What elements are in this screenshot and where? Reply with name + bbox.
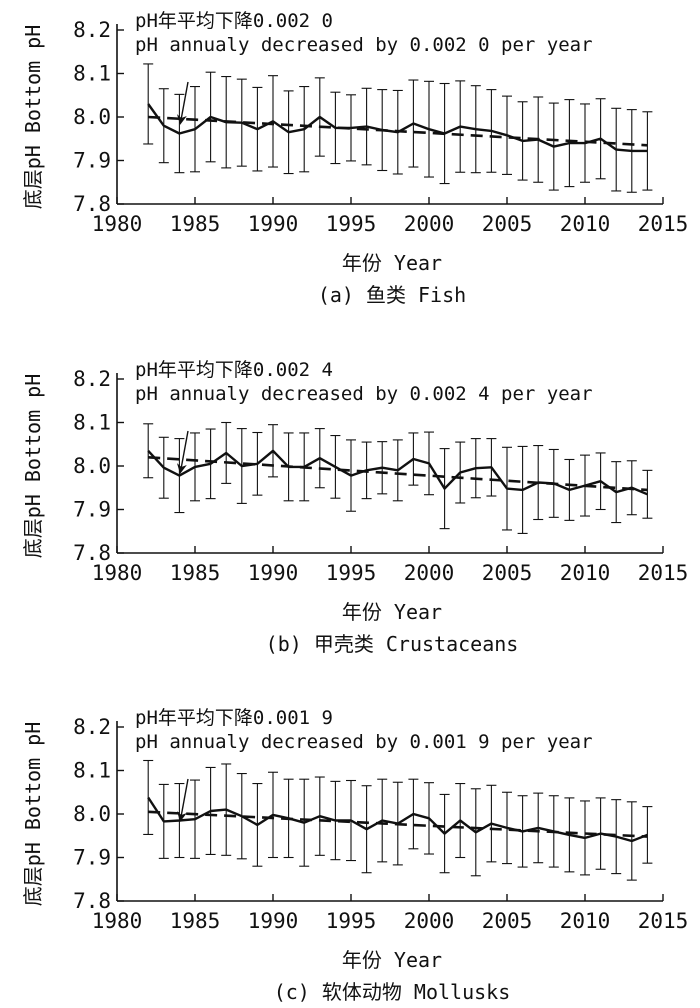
x-tick-label: 1995 <box>326 212 377 236</box>
y-tick-label: 7.8 <box>73 541 111 565</box>
x-tick-label: 1990 <box>248 212 299 236</box>
annotation-text-cn: pH年平均下降0.001 9 <box>135 707 333 729</box>
x-tick-label: 1995 <box>326 909 377 933</box>
panel-caption: (b) 甲壳类 Crustaceans <box>266 632 519 656</box>
y-tick-label: 7.9 <box>73 149 111 173</box>
y-tick-label: 8.0 <box>73 802 111 826</box>
x-axis-title: 年份 Year <box>342 600 442 624</box>
x-tick-label: 1985 <box>170 909 221 933</box>
annotation-arrow <box>176 430 189 474</box>
y-tick-label: 8.0 <box>73 105 111 129</box>
x-tick-label: 1995 <box>326 561 377 585</box>
x-tick-label: 2015 <box>638 212 689 236</box>
x-tick-label: 1990 <box>248 909 299 933</box>
x-tick-label: 2005 <box>482 909 533 933</box>
x-tick-label: 1980 <box>92 212 143 236</box>
panel-caption: (c) 软体动物 Mollusks <box>274 980 511 1004</box>
annotation-text-en: pH annualy decreased by 0.002 0 per year <box>135 34 593 56</box>
annotation-arrow <box>176 81 189 125</box>
x-tick-label: 2015 <box>638 561 689 585</box>
y-tick-label: 8.1 <box>73 62 111 86</box>
y-tick-label: 7.9 <box>73 846 111 870</box>
y-tick-label: 8.2 <box>73 715 111 739</box>
x-tick-label: 2000 <box>404 561 455 585</box>
y-tick-label: 7.9 <box>73 498 111 522</box>
x-tick-label: 1985 <box>170 561 221 585</box>
x-tick-label: 2005 <box>482 212 533 236</box>
y-axis-title: 底层pH Bottom pH <box>21 722 45 907</box>
x-axis-title: 年份 Year <box>342 948 442 972</box>
panel-caption: (a) 鱼类 Fish <box>318 283 466 307</box>
x-tick-label: 2000 <box>404 909 455 933</box>
annotation-text-en: pH annualy decreased by 0.001 9 per year <box>135 731 593 753</box>
y-tick-label: 8.2 <box>73 18 111 42</box>
annotation-text-en: pH annualy decreased by 0.002 4 per year <box>135 383 593 405</box>
y-tick-label: 8.2 <box>73 367 111 391</box>
x-tick-label: 1980 <box>92 909 143 933</box>
x-tick-label: 1980 <box>92 561 143 585</box>
series-line-trend <box>148 115 648 147</box>
x-axis-title: 年份 Year <box>342 251 442 275</box>
x-tick-label: 2015 <box>638 909 689 933</box>
y-axis-title: 底层pH Bottom pH <box>21 374 45 559</box>
x-tick-label: 2010 <box>560 909 611 933</box>
series-line-trend <box>148 810 648 838</box>
annotation-text-cn: pH年平均下降0.002 0 <box>135 10 333 32</box>
annotation-text-cn: pH年平均下降0.002 4 <box>135 359 333 381</box>
y-tick-label: 7.8 <box>73 889 111 913</box>
y-tick-label: 8.1 <box>73 411 111 435</box>
y-tick-label: 8.0 <box>73 454 111 478</box>
y-axis-title: 底层pH Bottom pH <box>21 25 45 210</box>
y-tick-label: 8.1 <box>73 759 111 783</box>
x-tick-label: 1985 <box>170 212 221 236</box>
x-tick-label: 1990 <box>248 561 299 585</box>
series-line-observed <box>147 449 648 496</box>
y-tick-label: 7.8 <box>73 192 111 216</box>
x-tick-label: 2000 <box>404 212 455 236</box>
x-tick-label: 2005 <box>482 561 533 585</box>
x-tick-label: 2010 <box>560 212 611 236</box>
annotation-arrow <box>176 778 189 822</box>
x-tick-label: 2010 <box>560 561 611 585</box>
series-line-trend <box>148 456 648 492</box>
